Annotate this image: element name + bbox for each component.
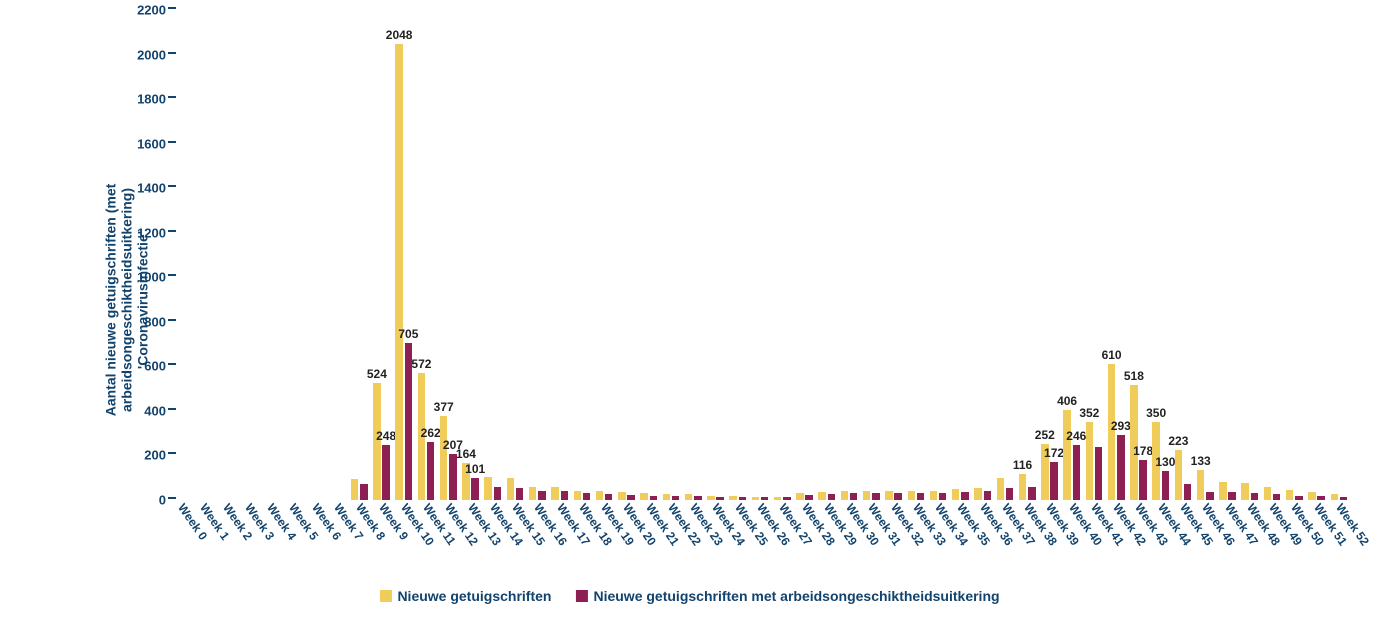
bar-value-label: 172 (1044, 446, 1064, 460)
bar-series-a (1019, 474, 1026, 500)
bar-series-b (1095, 447, 1102, 500)
bar-series-a (1175, 450, 1182, 500)
y-tick-mark (168, 7, 176, 9)
legend-swatch (575, 590, 587, 602)
bar-series-a (507, 478, 514, 500)
y-tick-label: 600 (144, 359, 170, 374)
bar-value-label: 252 (1035, 428, 1055, 442)
bar-value-label: 406 (1057, 394, 1077, 408)
bar-series-a (1197, 470, 1204, 500)
bar-value-label: 248 (376, 429, 396, 443)
bar-value-label: 246 (1066, 429, 1086, 443)
legend-label: Nieuwe getuigschriften (397, 588, 551, 604)
bar-series-b (1139, 460, 1146, 500)
bars-layer: 5242482048705572262377207164101116252172… (170, 10, 1350, 500)
y-tick-label: 200 (144, 448, 170, 463)
bar-series-b (471, 478, 478, 500)
y-tick-label: 1400 (137, 181, 170, 196)
bar-value-label: 130 (1155, 455, 1175, 469)
bar-series-a (440, 416, 447, 500)
y-tick-label: 800 (144, 314, 170, 329)
bar-series-a (529, 487, 536, 500)
bar-series-a (1086, 422, 1093, 500)
bar-series-a (395, 44, 402, 500)
bar-series-a (1219, 482, 1226, 500)
legend-swatch (379, 590, 391, 602)
bar-series-b (1028, 487, 1035, 500)
bar-series-b (382, 445, 389, 500)
bar-value-label: 293 (1111, 419, 1131, 433)
legend-label: Nieuwe getuigschriften met arbeidsongesc… (593, 588, 999, 604)
bar-value-label: 572 (411, 357, 431, 371)
bar-series-b (1162, 471, 1169, 500)
bar-value-label: 223 (1168, 434, 1188, 448)
bar-value-label: 133 (1191, 454, 1211, 468)
y-tick-label: 1200 (137, 225, 170, 240)
bar-value-label: 101 (465, 462, 485, 476)
bar-series-b (1050, 462, 1057, 500)
bar-series-b (494, 487, 501, 500)
chart-container: Aantal nieuwe getuigschriften (met arbei… (0, 0, 1379, 620)
legend: Nieuwe getuigschriften Nieuwe getuigschri… (379, 588, 999, 604)
y-tick-label: 1800 (137, 92, 170, 107)
bar-series-a (1063, 410, 1070, 500)
bar-value-label: 705 (398, 327, 418, 341)
y-tick-label: 400 (144, 403, 170, 418)
bar-value-label: 610 (1102, 348, 1122, 362)
bar-series-a (484, 477, 491, 500)
bar-series-a (1130, 385, 1137, 500)
bar-series-a (551, 487, 558, 500)
y-tick-label: 0 (159, 493, 170, 508)
bar-series-a (351, 479, 358, 500)
legend-item: Nieuwe getuigschriften (379, 588, 551, 604)
bar-value-label: 524 (367, 367, 387, 381)
y-tick-label: 1600 (137, 136, 170, 151)
bar-series-b (1117, 435, 1124, 500)
y-tick-label: 2200 (137, 3, 170, 18)
bar-value-label: 178 (1133, 444, 1153, 458)
legend-item: Nieuwe getuigschriften met arbeidsongesc… (575, 588, 999, 604)
y-tick-label: 1000 (137, 270, 170, 285)
bar-value-label: 518 (1124, 369, 1144, 383)
y-tick-label: 2000 (137, 47, 170, 62)
bar-value-label: 2048 (386, 28, 413, 42)
bar-series-b (1184, 484, 1191, 500)
bar-value-label: 377 (434, 400, 454, 414)
bar-value-label: 262 (421, 426, 441, 440)
bar-series-a (1264, 487, 1271, 500)
bar-value-label: 352 (1079, 406, 1099, 420)
bar-series-a (997, 478, 1004, 500)
plot-area: 0200400600800100012001400160018002000220… (170, 10, 1350, 500)
bar-value-label: 164 (456, 447, 476, 461)
bar-series-a (1241, 483, 1248, 500)
bar-value-label: 116 (1013, 458, 1032, 472)
bar-series-b (1073, 445, 1080, 500)
bar-series-b (360, 484, 367, 500)
y-axis-title: Aantal nieuwe getuigschriften (met arbei… (102, 184, 150, 417)
bar-value-label: 350 (1146, 406, 1166, 420)
bar-series-b (427, 442, 434, 500)
